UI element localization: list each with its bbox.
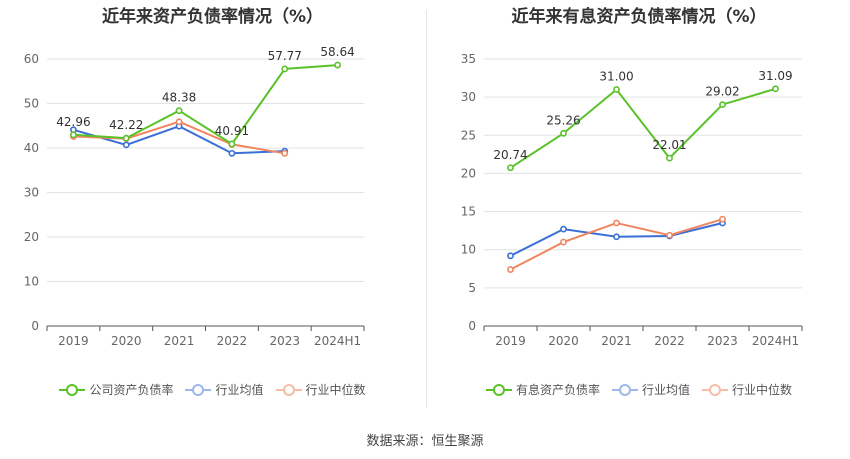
series-line bbox=[509, 87, 776, 169]
x-tick-label: 2021 bbox=[601, 334, 632, 348]
y-tick-label: 60 bbox=[24, 52, 39, 66]
chart-left: 近年来资产负债率情况（%） 0 10 20 30 40 50 60 2019 2020 2021 2… bbox=[0, 0, 425, 420]
legend-item-industry-avg[interactable]: 行业均值 bbox=[611, 381, 690, 398]
data-point bbox=[613, 219, 620, 227]
y-tick-label: 30 bbox=[461, 90, 476, 104]
data-point bbox=[122, 134, 130, 142]
x-tick-label: 2022 bbox=[654, 334, 685, 348]
data-label: 40.91 bbox=[215, 124, 249, 138]
data-point bbox=[281, 65, 289, 73]
data-label: 58.64 bbox=[320, 45, 354, 59]
data-label: 31.00 bbox=[599, 70, 633, 84]
data-point bbox=[613, 233, 620, 241]
data-point bbox=[175, 107, 183, 115]
series-line bbox=[73, 125, 285, 155]
legend-marker bbox=[185, 383, 212, 396]
y-tick-label: 40 bbox=[24, 141, 39, 155]
legend-marker bbox=[485, 383, 512, 396]
data-point bbox=[560, 129, 567, 137]
data-label: 29.02 bbox=[705, 85, 739, 99]
data-label: 31.09 bbox=[758, 69, 792, 83]
data-point bbox=[560, 238, 567, 246]
data-label: 25.26 bbox=[546, 113, 580, 127]
data-point bbox=[666, 154, 673, 162]
data-point bbox=[719, 101, 726, 109]
legend-marker bbox=[59, 383, 86, 396]
legend-item-industry-median[interactable]: 行业中位数 bbox=[702, 381, 792, 398]
series-line bbox=[73, 64, 338, 146]
y-tick-label: 15 bbox=[461, 205, 476, 219]
data-point bbox=[122, 141, 130, 149]
y-tick-label: 0 bbox=[31, 319, 39, 333]
data-label: 22.01 bbox=[652, 138, 686, 152]
chart-plot: 0 10 20 30 40 50 60 2019 2020 2021 2022 2023 2024H1 4… bbox=[24, 45, 365, 348]
y-tick-label: 0 bbox=[468, 319, 476, 333]
x-tick-label: 2021 bbox=[164, 334, 195, 348]
x-tick-label: 2019 bbox=[495, 334, 526, 348]
data-label: 57.77 bbox=[268, 49, 302, 63]
y-tick-label: 25 bbox=[461, 128, 476, 142]
legend-marker bbox=[275, 383, 302, 396]
data-label: 42.96 bbox=[56, 115, 90, 129]
data-point bbox=[507, 266, 514, 273]
data-label: 48.38 bbox=[162, 91, 196, 105]
data-label: 20.74 bbox=[493, 148, 527, 162]
legend-label: 公司资产负债率 bbox=[89, 383, 174, 397]
data-point bbox=[70, 131, 77, 139]
x-tick-label: 2023 bbox=[269, 334, 300, 348]
y-tick-label: 20 bbox=[24, 230, 39, 244]
chart-title: 近年来资产负债率情况（%） bbox=[101, 7, 324, 27]
data-point bbox=[175, 118, 183, 126]
data-point bbox=[560, 225, 567, 233]
y-tick-label: 5 bbox=[468, 281, 476, 295]
legend: 有息资产负债率 行业均值 行业中位数 bbox=[428, 381, 850, 398]
x-tick-label: 2020 bbox=[548, 334, 579, 348]
panel-divider bbox=[426, 10, 427, 408]
data-point bbox=[772, 85, 779, 93]
legend-label: 有息资产负债率 bbox=[515, 383, 600, 397]
x-tick-label: 2023 bbox=[707, 334, 738, 348]
y-tick-label: 10 bbox=[461, 243, 476, 257]
y-tick-label: 50 bbox=[24, 97, 39, 111]
legend-item-company[interactable]: 公司资产负债率 bbox=[59, 381, 173, 398]
x-tick-label: 2024H1 bbox=[752, 334, 799, 348]
legend-item-industry-avg[interactable]: 行业均值 bbox=[185, 381, 264, 398]
data-source-note: 数据来源：恒生聚源 bbox=[366, 434, 484, 449]
chart-right: 近年来有息资产负债率情况（%） 0 5 10 15 20 25 30 35 2019 2020 20… bbox=[428, 0, 850, 420]
y-tick-label: 30 bbox=[24, 186, 39, 200]
legend: 公司资产负债率 行业均值 行业中位数 bbox=[0, 381, 425, 398]
series-line bbox=[510, 218, 723, 271]
legend-label: 行业均值 bbox=[215, 383, 264, 397]
data-point bbox=[228, 149, 236, 157]
x-tick-label: 2020 bbox=[111, 334, 142, 348]
data-point bbox=[228, 140, 236, 148]
data-label: 42.22 bbox=[109, 118, 143, 132]
x-tick-label: 2024H1 bbox=[314, 334, 361, 348]
legend-label: 行业中位数 bbox=[305, 383, 366, 397]
y-tick-label: 20 bbox=[461, 166, 476, 180]
legend-marker bbox=[702, 383, 728, 396]
legend-item-interest-bearing[interactable]: 有息资产负债率 bbox=[485, 381, 600, 398]
data-point bbox=[281, 149, 289, 157]
x-tick-label: 2019 bbox=[58, 334, 89, 348]
legend-item-industry-median[interactable]: 行业中位数 bbox=[275, 381, 366, 398]
chart-title: 近年来有息资产负债率情况（%） bbox=[511, 7, 767, 27]
data-point bbox=[666, 231, 673, 239]
y-tick-label: 10 bbox=[24, 275, 39, 289]
legend-marker bbox=[611, 383, 638, 396]
data-point bbox=[507, 252, 514, 260]
x-tick-label: 2022 bbox=[217, 334, 248, 348]
chart-plot: 0 5 10 15 20 25 30 35 2019 2020 2021 2022 2023 2024H1… bbox=[461, 52, 803, 348]
legend-label: 行业均值 bbox=[641, 383, 690, 397]
legend-label: 行业中位数 bbox=[732, 383, 793, 397]
y-tick-label: 35 bbox=[461, 52, 476, 66]
data-point bbox=[334, 61, 341, 69]
data-point bbox=[719, 215, 726, 223]
data-point bbox=[613, 86, 620, 93]
data-point bbox=[507, 164, 514, 172]
